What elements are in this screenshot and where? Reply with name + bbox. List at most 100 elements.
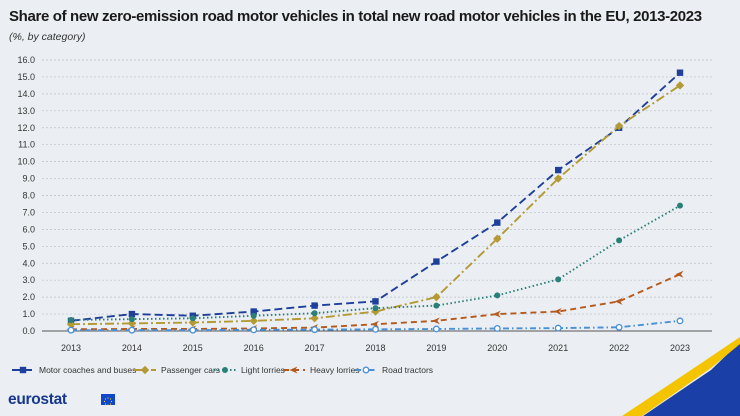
data-point [68,316,74,323]
legend-label: Light lorries [241,365,285,375]
x-tick-label: 2013 [61,343,81,353]
data-point [494,292,501,299]
eurostat-logo: eurostat [8,391,67,408]
data-point [614,121,624,131]
series-line [70,84,681,326]
data-point [311,326,319,334]
data-point [433,258,440,265]
accent-stripe-yellow-top [694,337,740,368]
x-tick-label: 2014 [122,343,142,353]
legend-item: Light lorries [214,365,285,375]
data-point [371,320,379,328]
y-tick-label: 13.0 [17,106,35,116]
legend-item: Motor coaches and buses [12,365,136,375]
data-point [67,326,75,334]
x-tick-label: 2021 [548,343,568,353]
data-point [554,324,562,332]
data-point [616,237,623,244]
legend-marker [289,366,298,374]
x-tick-label: 2016 [244,343,264,353]
data-point [250,312,257,319]
legend-marker [222,367,228,373]
y-tick-label: 10.0 [17,157,35,167]
chart-subtitle: (%, by category) [9,31,86,43]
x-tick-label: 2018 [365,343,385,353]
data-point [494,219,501,226]
y-tick-label: 4.0 [22,258,35,268]
legend-marker [362,366,370,374]
y-tick-label: 5.0 [22,241,35,251]
data-point [433,302,440,309]
data-point [250,308,257,315]
x-tick-label: 2022 [609,343,629,353]
data-point [189,315,196,322]
y-tick-label: 14.0 [17,89,35,99]
x-tick-label: 2019 [426,343,446,353]
data-point [128,310,136,318]
legend-marker [19,366,27,374]
data-point [310,314,319,323]
data-point [372,298,379,305]
y-tick-label: 12.0 [17,123,35,133]
data-point [431,317,440,325]
legend-item: Passenger cars [134,365,220,375]
data-point [311,310,318,317]
y-tick-label: 15.0 [17,72,35,82]
data-point [128,316,135,323]
y-tick-label: 11.0 [18,140,35,150]
data-point [372,305,379,312]
legend-item: Heavy lorries [283,365,360,375]
series-passenger-cars [66,81,685,329]
y-tick-label: 8.0 [22,191,35,201]
data-point [555,276,562,283]
y-tick-label: 7.0 [22,207,35,217]
data-point [554,174,563,183]
data-point [432,325,440,333]
series-light-lorries [68,202,683,323]
series-line [70,71,681,322]
x-tick-label: 2023 [670,343,690,353]
data-point [189,326,197,334]
data-point [555,166,562,174]
data-point [249,316,258,326]
y-tick-label: 9.0 [22,174,35,184]
y-tick-label: 0.0 [22,326,35,336]
data-point [676,317,684,325]
y-tick-label: 2.0 [22,292,35,302]
x-tick-label: 2017 [305,343,325,353]
data-point [615,323,623,331]
series-motor-coaches-and-buses [67,69,684,325]
y-tick-label: 3.0 [22,275,35,285]
data-point [614,297,623,305]
data-point [492,310,501,318]
data-point [675,270,684,278]
data-point [675,81,685,90]
y-tick-label: 1.0 [22,309,35,319]
legend-label: Passenger cars [161,365,220,375]
corner-accent-graphic [622,337,740,416]
x-tick-label: 2015 [183,343,203,353]
legend-item: Road tractors [355,365,433,375]
data-point [493,325,501,332]
chart-title: Share of new zero-emission road motor ve… [9,8,702,25]
series-road-tractors [67,317,684,334]
data-point [432,292,441,302]
legend-label: Heavy lorries [310,365,360,375]
x-tick-label: 2020 [487,343,507,353]
data-point [311,302,318,309]
data-point [128,326,136,334]
accent-stripe-blue [643,342,740,416]
legend-label: Motor coaches and buses [39,365,136,375]
data-point [677,202,683,209]
accent-stripe-yellow [622,368,711,416]
data-point [493,234,502,243]
data-point [372,325,379,333]
y-tick-label: 6.0 [22,224,35,234]
legend-label: Road tractors [382,365,433,375]
data-point [676,69,684,76]
legend-marker [140,365,150,375]
data-point [553,308,562,316]
y-tick-label: 16.0 [17,55,35,65]
eu-flag-icon [101,394,115,406]
